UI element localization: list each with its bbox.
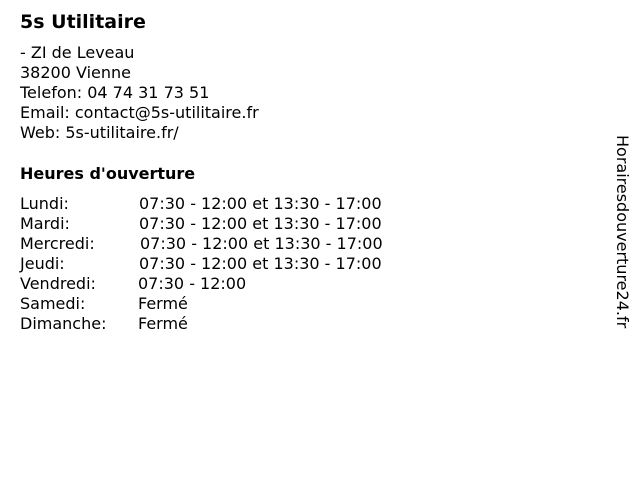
day: Vendredi: [20, 274, 96, 293]
email: Email: contact@5s-utilitaire.fr [20, 103, 259, 122]
time: Fermé [138, 294, 188, 313]
website: Web: 5s-utilitaire.fr/ [20, 123, 179, 142]
contact-info: - ZI de Leveau 38200 Vienne Telefon: 04 … [20, 43, 259, 143]
address-city: 38200 Vienne [20, 63, 131, 82]
day: Lundi: [20, 194, 69, 213]
day: Mercredi: [20, 234, 95, 253]
time: 07:30 - 12:00 [138, 274, 247, 293]
day: Mardi: [20, 214, 70, 233]
business-name: 5s Utilitaire [20, 11, 146, 33]
watermark: Horairesdouverture24.fr [613, 135, 632, 329]
day: Jeudi: [20, 254, 65, 273]
time: 07:30 - 12:00 et 13:30 - 17:00 [139, 214, 382, 233]
time: 07:30 - 12:00 et 13:30 - 17:00 [139, 194, 382, 213]
hours-heading: Heures d'ouverture [20, 164, 196, 183]
day: Dimanche: [20, 314, 107, 333]
time: Fermé [138, 314, 188, 333]
phone: Telefon: 04 74 31 73 51 [20, 83, 210, 102]
time: 07:30 - 12:00 et 13:30 - 17:00 [139, 254, 382, 273]
address-street: - ZI de Leveau [20, 43, 135, 62]
time: 07:30 - 12:00 et 13:30 - 17:00 [140, 234, 383, 253]
day: Samedi: [20, 294, 86, 313]
